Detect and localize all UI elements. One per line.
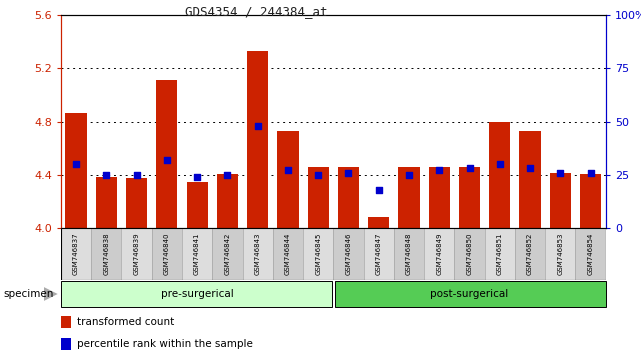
Point [253, 123, 263, 129]
Bar [61, 228, 91, 280]
Text: post-surgerical: post-surgerical [430, 289, 509, 299]
Bar [61, 338, 71, 350]
Text: GSM746847: GSM746847 [376, 232, 382, 275]
Point [162, 157, 172, 163]
Bar [363, 228, 394, 280]
Text: GSM746839: GSM746839 [133, 232, 140, 275]
Text: GSM746843: GSM746843 [254, 232, 261, 275]
Bar [247, 51, 268, 228]
Bar [242, 228, 273, 280]
Text: GSM746837: GSM746837 [73, 232, 79, 275]
Point [222, 172, 233, 178]
Text: GDS4354 / 244384_at: GDS4354 / 244384_at [185, 5, 328, 18]
Bar [333, 228, 363, 280]
Point [344, 170, 354, 176]
Text: GSM746848: GSM746848 [406, 232, 412, 275]
Bar [424, 228, 454, 280]
Bar [156, 80, 178, 228]
Point [434, 168, 444, 173]
Point [374, 187, 384, 193]
Point [101, 172, 112, 178]
Bar [91, 228, 121, 280]
Bar [303, 228, 333, 280]
Bar [121, 228, 152, 280]
Text: GSM746840: GSM746840 [164, 232, 170, 275]
Bar [399, 167, 420, 228]
Text: GSM746850: GSM746850 [467, 232, 472, 275]
Bar [335, 281, 606, 307]
Bar [368, 217, 389, 228]
Bar [394, 228, 424, 280]
Bar [459, 167, 480, 228]
Bar [96, 177, 117, 228]
Bar [61, 316, 71, 328]
Bar [338, 167, 359, 228]
Bar [576, 228, 606, 280]
Text: GSM746851: GSM746851 [497, 232, 503, 275]
Point [192, 174, 203, 180]
Point [71, 161, 81, 167]
Text: GSM746845: GSM746845 [315, 232, 321, 275]
Bar [61, 228, 606, 280]
Bar [308, 167, 329, 228]
Bar [273, 228, 303, 280]
Point [313, 172, 323, 178]
Bar [454, 228, 485, 280]
Text: GSM746841: GSM746841 [194, 232, 200, 275]
Text: GSM746838: GSM746838 [103, 232, 110, 275]
Bar [489, 121, 510, 228]
Bar [126, 178, 147, 228]
Point [495, 161, 505, 167]
Bar [182, 228, 212, 280]
Bar [519, 131, 540, 228]
Text: percentile rank within the sample: percentile rank within the sample [78, 339, 253, 349]
Bar [217, 174, 238, 228]
Bar [550, 173, 571, 228]
Point [464, 166, 474, 171]
Bar [65, 113, 87, 228]
Point [525, 166, 535, 171]
Bar [278, 131, 299, 228]
Bar [485, 228, 515, 280]
Text: transformed count: transformed count [78, 317, 174, 327]
Bar [152, 228, 182, 280]
Bar [187, 182, 208, 228]
Point [404, 172, 414, 178]
Bar [580, 174, 601, 228]
Text: GSM746852: GSM746852 [527, 232, 533, 275]
Polygon shape [44, 287, 58, 301]
Point [585, 170, 595, 176]
Text: GSM746846: GSM746846 [345, 232, 351, 275]
Text: pre-surgerical: pre-surgerical [161, 289, 233, 299]
Bar [515, 228, 545, 280]
Point [555, 170, 565, 176]
Bar [212, 228, 242, 280]
Point [131, 172, 142, 178]
Text: GSM746849: GSM746849 [437, 232, 442, 275]
Point [283, 168, 293, 173]
Text: specimen: specimen [3, 289, 54, 299]
Text: GSM746842: GSM746842 [224, 232, 230, 275]
Text: GSM746844: GSM746844 [285, 232, 291, 275]
Bar [545, 228, 576, 280]
Bar [429, 167, 450, 228]
Text: GSM746854: GSM746854 [588, 232, 594, 275]
Text: GSM746853: GSM746853 [557, 232, 563, 275]
Bar [61, 281, 331, 307]
